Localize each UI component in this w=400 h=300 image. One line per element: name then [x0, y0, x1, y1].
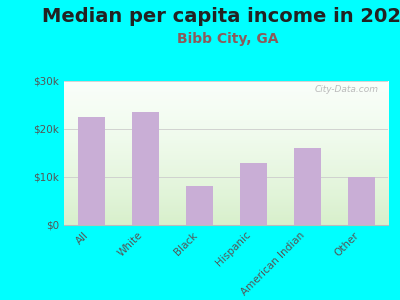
- Bar: [78, 117, 104, 225]
- Text: Median per capita income in 2022: Median per capita income in 2022: [42, 8, 400, 26]
- Bar: [186, 186, 212, 225]
- Text: City-Data.com: City-Data.com: [314, 85, 378, 94]
- Bar: [240, 163, 266, 225]
- Bar: [348, 177, 374, 225]
- Bar: [132, 112, 158, 225]
- Text: Bibb City, GA: Bibb City, GA: [177, 32, 279, 46]
- Bar: [294, 148, 320, 225]
